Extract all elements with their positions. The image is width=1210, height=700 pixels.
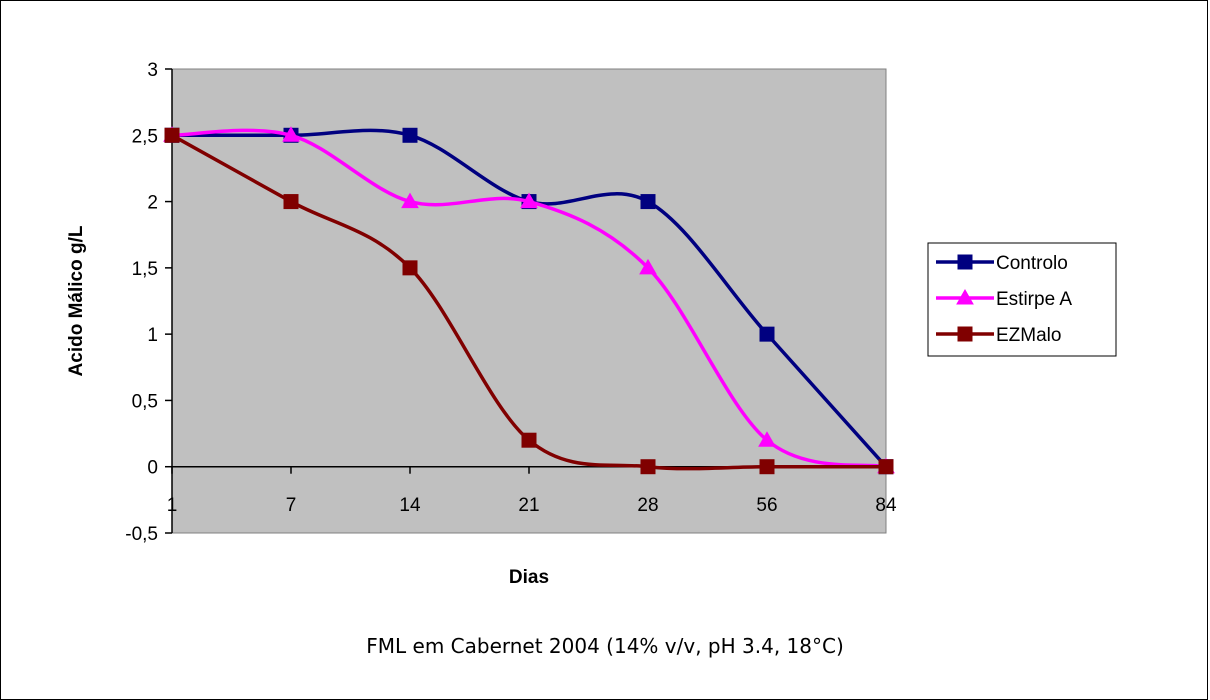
y-tick-label: 0 bbox=[147, 458, 158, 479]
x-tick-label: 84 bbox=[875, 495, 897, 516]
data-point bbox=[402, 260, 418, 276]
data-point bbox=[758, 431, 776, 447]
data-point bbox=[282, 126, 300, 142]
axes: -0,5 0 0,5 1 1,5 2 2,5 3 1 7 14 21 28 56 84 bbox=[125, 60, 897, 545]
data-point bbox=[759, 326, 775, 342]
data-point bbox=[520, 192, 538, 209]
x-tick-label: 1 bbox=[167, 495, 178, 516]
y-tick-label: -0,5 bbox=[125, 524, 158, 545]
legend-marker bbox=[957, 254, 973, 270]
x-tick-label: 56 bbox=[756, 495, 777, 516]
chart-caption: FML em Cabernet 2004 (14% v/v, pH 3.4, 1… bbox=[366, 634, 844, 658]
plot-area bbox=[171, 68, 887, 534]
data-point bbox=[640, 459, 656, 475]
y-axis-title: Acido Málico g/L bbox=[66, 225, 87, 376]
data-point bbox=[401, 192, 419, 209]
data-point bbox=[640, 194, 656, 210]
legend-marker bbox=[956, 288, 974, 305]
y-tick-label: 1 bbox=[147, 325, 158, 346]
y-tick-label: 1,5 bbox=[132, 259, 158, 280]
x-axis-title: Dias bbox=[509, 567, 549, 588]
data-point bbox=[283, 194, 299, 210]
data-point bbox=[164, 127, 180, 143]
series-ezmalo bbox=[164, 127, 894, 475]
legend-label: Controlo bbox=[996, 253, 1068, 274]
legend: Controlo Estirpe A EZMalo bbox=[927, 242, 1117, 357]
data-point bbox=[878, 459, 894, 475]
y-tick-label: 0,5 bbox=[132, 391, 158, 412]
data-point bbox=[521, 432, 537, 448]
x-tick-label: 21 bbox=[518, 495, 539, 516]
chart: -0,5 0 0,5 1 1,5 2 2,5 3 1 7 14 21 28 56 84 Dias Acido… bbox=[66, 60, 1117, 588]
series-layer bbox=[163, 126, 895, 475]
y-tick-label: 2 bbox=[147, 193, 158, 214]
x-tick-label: 7 bbox=[286, 495, 297, 516]
data-point bbox=[402, 127, 418, 143]
y-tick-label: 3 bbox=[147, 60, 158, 81]
legend-label: Estirpe A bbox=[996, 289, 1072, 310]
data-point bbox=[639, 258, 657, 275]
x-tick-label: 14 bbox=[399, 495, 421, 516]
x-tick-label: 28 bbox=[637, 495, 658, 516]
y-tick-label: 2,5 bbox=[132, 126, 158, 147]
legend-label: EZMalo bbox=[996, 325, 1061, 346]
legend-marker bbox=[957, 326, 973, 342]
data-point bbox=[759, 459, 775, 475]
